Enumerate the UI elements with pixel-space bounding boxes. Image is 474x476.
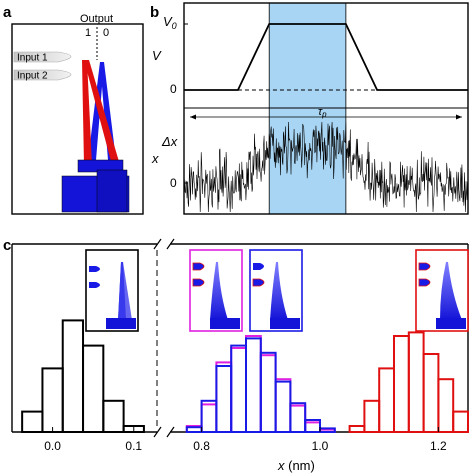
output-label: Output bbox=[80, 13, 113, 25]
input-2-tip bbox=[13, 69, 72, 81]
hist-magenta-bar bbox=[245, 335, 262, 433]
panel-c: 0.0 0.1 0.8 1.0 1.2 x (nm) bbox=[11, 238, 470, 473]
voltage-pulse-trace bbox=[184, 23, 468, 91]
inset-magenta bbox=[189, 249, 243, 332]
v-zero-tick: 0 bbox=[170, 82, 177, 96]
inset-magenta-base bbox=[210, 318, 240, 329]
position-noise-trace bbox=[183, 121, 469, 213]
inset-red-base bbox=[436, 318, 466, 329]
hist-magenta-bar bbox=[200, 403, 218, 433]
inset-black-input-1 bbox=[89, 266, 100, 272]
hist-blue-bar bbox=[274, 380, 292, 434]
input-1-label: Input 1 bbox=[17, 53, 48, 64]
hist-red-bar bbox=[393, 335, 410, 433]
c-ticks: 0.0 0.1 0.8 1.0 1.2 bbox=[44, 427, 447, 453]
cantilever-red-straight bbox=[82, 60, 92, 165]
hist-blue-bar bbox=[304, 419, 322, 433]
c-tick-0.0: 0.0 bbox=[44, 439, 61, 453]
hist-black-bar bbox=[41, 367, 64, 433]
cantilever-red-bent bbox=[84, 60, 120, 165]
input-1-tip bbox=[13, 51, 72, 63]
inset-black-input-2 bbox=[89, 282, 100, 288]
hist-black-bar bbox=[102, 399, 125, 433]
hist-black-bar bbox=[61, 319, 85, 433]
hist-blue-bar bbox=[245, 337, 262, 433]
panel-c-label: c bbox=[3, 237, 11, 254]
hist-black-bar bbox=[82, 344, 105, 434]
inset-black-cantilever-bent bbox=[118, 262, 132, 320]
c-xlabel: x (nm) bbox=[277, 458, 315, 473]
c-tick-1.2: 1.2 bbox=[430, 439, 447, 453]
x-axis-label: x bbox=[151, 151, 159, 166]
panel-a-label: a bbox=[3, 4, 12, 21]
hist-blue-bar bbox=[200, 399, 218, 433]
input-2-label: Input 2 bbox=[17, 71, 48, 82]
inset-blue-input-2 bbox=[252, 278, 265, 287]
c-tick-0.1: 0.1 bbox=[125, 439, 142, 453]
hist-magenta-bar bbox=[304, 421, 322, 433]
dx-label: Δx bbox=[161, 134, 178, 149]
panel-a: Output 1 0 Input 1 Input 2 bbox=[11, 13, 144, 215]
v0-label: V0 bbox=[163, 14, 177, 31]
hist-blue-bar bbox=[289, 402, 307, 434]
hist-red-bar bbox=[422, 353, 440, 433]
tau-arrow-right-head bbox=[456, 114, 462, 120]
hist-red-bar bbox=[452, 410, 470, 434]
hist-red-bar bbox=[437, 378, 455, 434]
hist-blue-bar bbox=[215, 365, 233, 433]
inset-red bbox=[415, 249, 469, 332]
inset-magenta-input-1 bbox=[192, 262, 205, 271]
cantilever-blue-straight bbox=[88, 62, 104, 160]
output-0-label: 0 bbox=[103, 27, 109, 39]
panel-b-label: b bbox=[150, 4, 159, 21]
inset-magenta-cantilever bbox=[210, 262, 228, 320]
hist-black-bar bbox=[21, 410, 44, 434]
block-pillar bbox=[96, 169, 128, 213]
inset-red-input-1 bbox=[418, 262, 431, 271]
output-1-label: 1 bbox=[85, 27, 91, 39]
inset-blue bbox=[249, 249, 303, 332]
inset-blue-base bbox=[270, 318, 300, 329]
hist-blue-bar bbox=[230, 344, 247, 434]
hist-red-bar bbox=[378, 367, 396, 433]
hist-red-bar bbox=[348, 425, 366, 433]
inset-magenta-input-2 bbox=[192, 278, 205, 287]
hist-magenta-bar bbox=[289, 404, 307, 434]
cantilever-blue-bent bbox=[100, 62, 116, 160]
hist-magenta-bar bbox=[230, 347, 247, 433]
inset-red-input-2 bbox=[418, 278, 431, 287]
hist-magenta-bar bbox=[259, 354, 277, 434]
hist-magenta-bar bbox=[215, 361, 233, 433]
tau-arrow-left-head bbox=[190, 114, 196, 120]
inset-blue-cantilever bbox=[270, 262, 288, 320]
x-zero-tick: 0 bbox=[170, 176, 177, 190]
v-axis-label: V bbox=[152, 48, 162, 63]
histograms bbox=[21, 319, 470, 434]
axis-break-top bbox=[153, 238, 175, 250]
inset-black-base bbox=[106, 318, 136, 329]
hist-blue-bar bbox=[259, 351, 277, 433]
panel-a-frame bbox=[11, 23, 144, 215]
inset-blue-input-1 bbox=[253, 263, 264, 270]
hist-blue-bar bbox=[185, 426, 203, 434]
hist-magenta-bar bbox=[274, 378, 292, 434]
hist-red-bar bbox=[407, 331, 425, 433]
c-tick-0.8: 0.8 bbox=[193, 439, 210, 453]
panel-b: V V0 0 τp x Δx 0 bbox=[151, 2, 469, 215]
axis-break-bottom bbox=[153, 426, 175, 438]
tau-label: τp bbox=[318, 106, 327, 119]
inset-red-cantilever bbox=[440, 262, 462, 320]
c-tick-1.0: 1.0 bbox=[312, 439, 329, 453]
inset-black bbox=[85, 249, 139, 332]
hist-red-bar bbox=[363, 399, 381, 433]
